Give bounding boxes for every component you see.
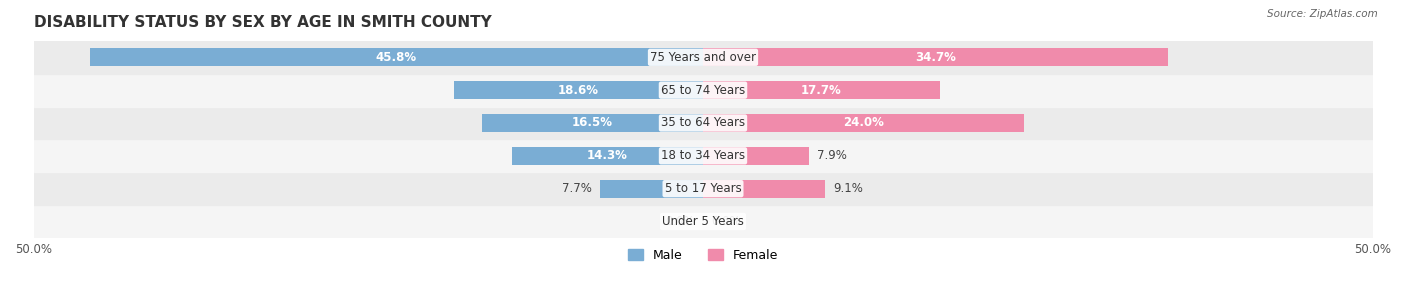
- Text: 17.7%: 17.7%: [801, 84, 842, 97]
- Text: 65 to 74 Years: 65 to 74 Years: [661, 84, 745, 97]
- Text: DISABILITY STATUS BY SEX BY AGE IN SMITH COUNTY: DISABILITY STATUS BY SEX BY AGE IN SMITH…: [34, 15, 491, 30]
- Bar: [34, 205, 1372, 238]
- Bar: [482, 114, 703, 132]
- Bar: [34, 107, 1372, 140]
- Text: Source: ZipAtlas.com: Source: ZipAtlas.com: [1267, 9, 1378, 19]
- Text: 7.9%: 7.9%: [817, 149, 846, 162]
- Text: 14.3%: 14.3%: [586, 149, 627, 162]
- Text: 7.7%: 7.7%: [562, 182, 592, 195]
- Bar: [703, 48, 1167, 66]
- Text: 0.0%: 0.0%: [665, 215, 695, 228]
- Bar: [34, 41, 1372, 74]
- Bar: [34, 172, 1372, 205]
- Bar: [34, 74, 1372, 107]
- Legend: Male, Female: Male, Female: [623, 244, 783, 267]
- Text: 75 Years and over: 75 Years and over: [650, 51, 756, 64]
- Bar: [34, 140, 1372, 172]
- Bar: [512, 147, 703, 165]
- Text: 34.7%: 34.7%: [915, 51, 956, 64]
- Text: 0.0%: 0.0%: [711, 215, 741, 228]
- Bar: [600, 180, 703, 198]
- Text: 5 to 17 Years: 5 to 17 Years: [665, 182, 741, 195]
- Text: Under 5 Years: Under 5 Years: [662, 215, 744, 228]
- Bar: [703, 180, 825, 198]
- Bar: [454, 81, 703, 99]
- Bar: [703, 114, 1025, 132]
- Bar: [703, 81, 941, 99]
- Text: 24.0%: 24.0%: [844, 116, 884, 130]
- Text: 45.8%: 45.8%: [375, 51, 418, 64]
- Text: 35 to 64 Years: 35 to 64 Years: [661, 116, 745, 130]
- Bar: [90, 48, 703, 66]
- Text: 9.1%: 9.1%: [832, 182, 863, 195]
- Text: 16.5%: 16.5%: [572, 116, 613, 130]
- Text: 18 to 34 Years: 18 to 34 Years: [661, 149, 745, 162]
- Bar: [703, 147, 808, 165]
- Text: 18.6%: 18.6%: [558, 84, 599, 97]
